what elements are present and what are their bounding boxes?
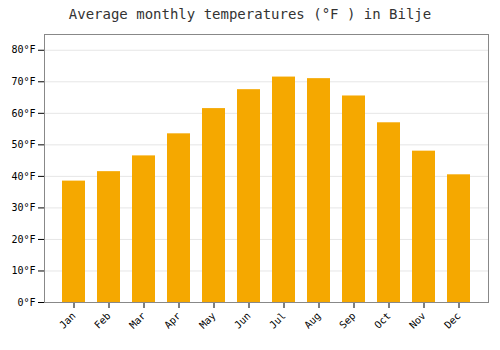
svg-text:50°F: 50°F (11, 139, 35, 150)
svg-text:Mar: Mar (127, 310, 148, 331)
svg-text:Sep: Sep (337, 310, 358, 331)
svg-text:20°F: 20°F (11, 234, 35, 245)
svg-text:Aug: Aug (302, 310, 323, 331)
svg-text:May: May (197, 310, 218, 331)
svg-text:Oct: Oct (372, 310, 393, 331)
svg-text:Jul: Jul (267, 310, 288, 331)
svg-text:70°F: 70°F (11, 76, 35, 87)
svg-text:Dec: Dec (442, 310, 463, 331)
svg-text:80°F: 80°F (11, 44, 35, 55)
svg-text:30°F: 30°F (11, 202, 35, 213)
svg-text:Apr: Apr (162, 310, 183, 331)
svg-text:Jan: Jan (57, 310, 78, 331)
svg-text:Feb: Feb (92, 310, 113, 331)
svg-text:Nov: Nov (407, 310, 428, 331)
svg-text:40°F: 40°F (11, 171, 35, 182)
svg-text:60°F: 60°F (11, 108, 35, 119)
svg-text:10°F: 10°F (11, 265, 35, 276)
svg-text:0°F: 0°F (17, 297, 35, 308)
svg-text:Jun: Jun (232, 310, 253, 331)
html-text:Average monthly temperatures (: Average monthly temperatures (°F ) in Bi… (68, 6, 432, 22)
